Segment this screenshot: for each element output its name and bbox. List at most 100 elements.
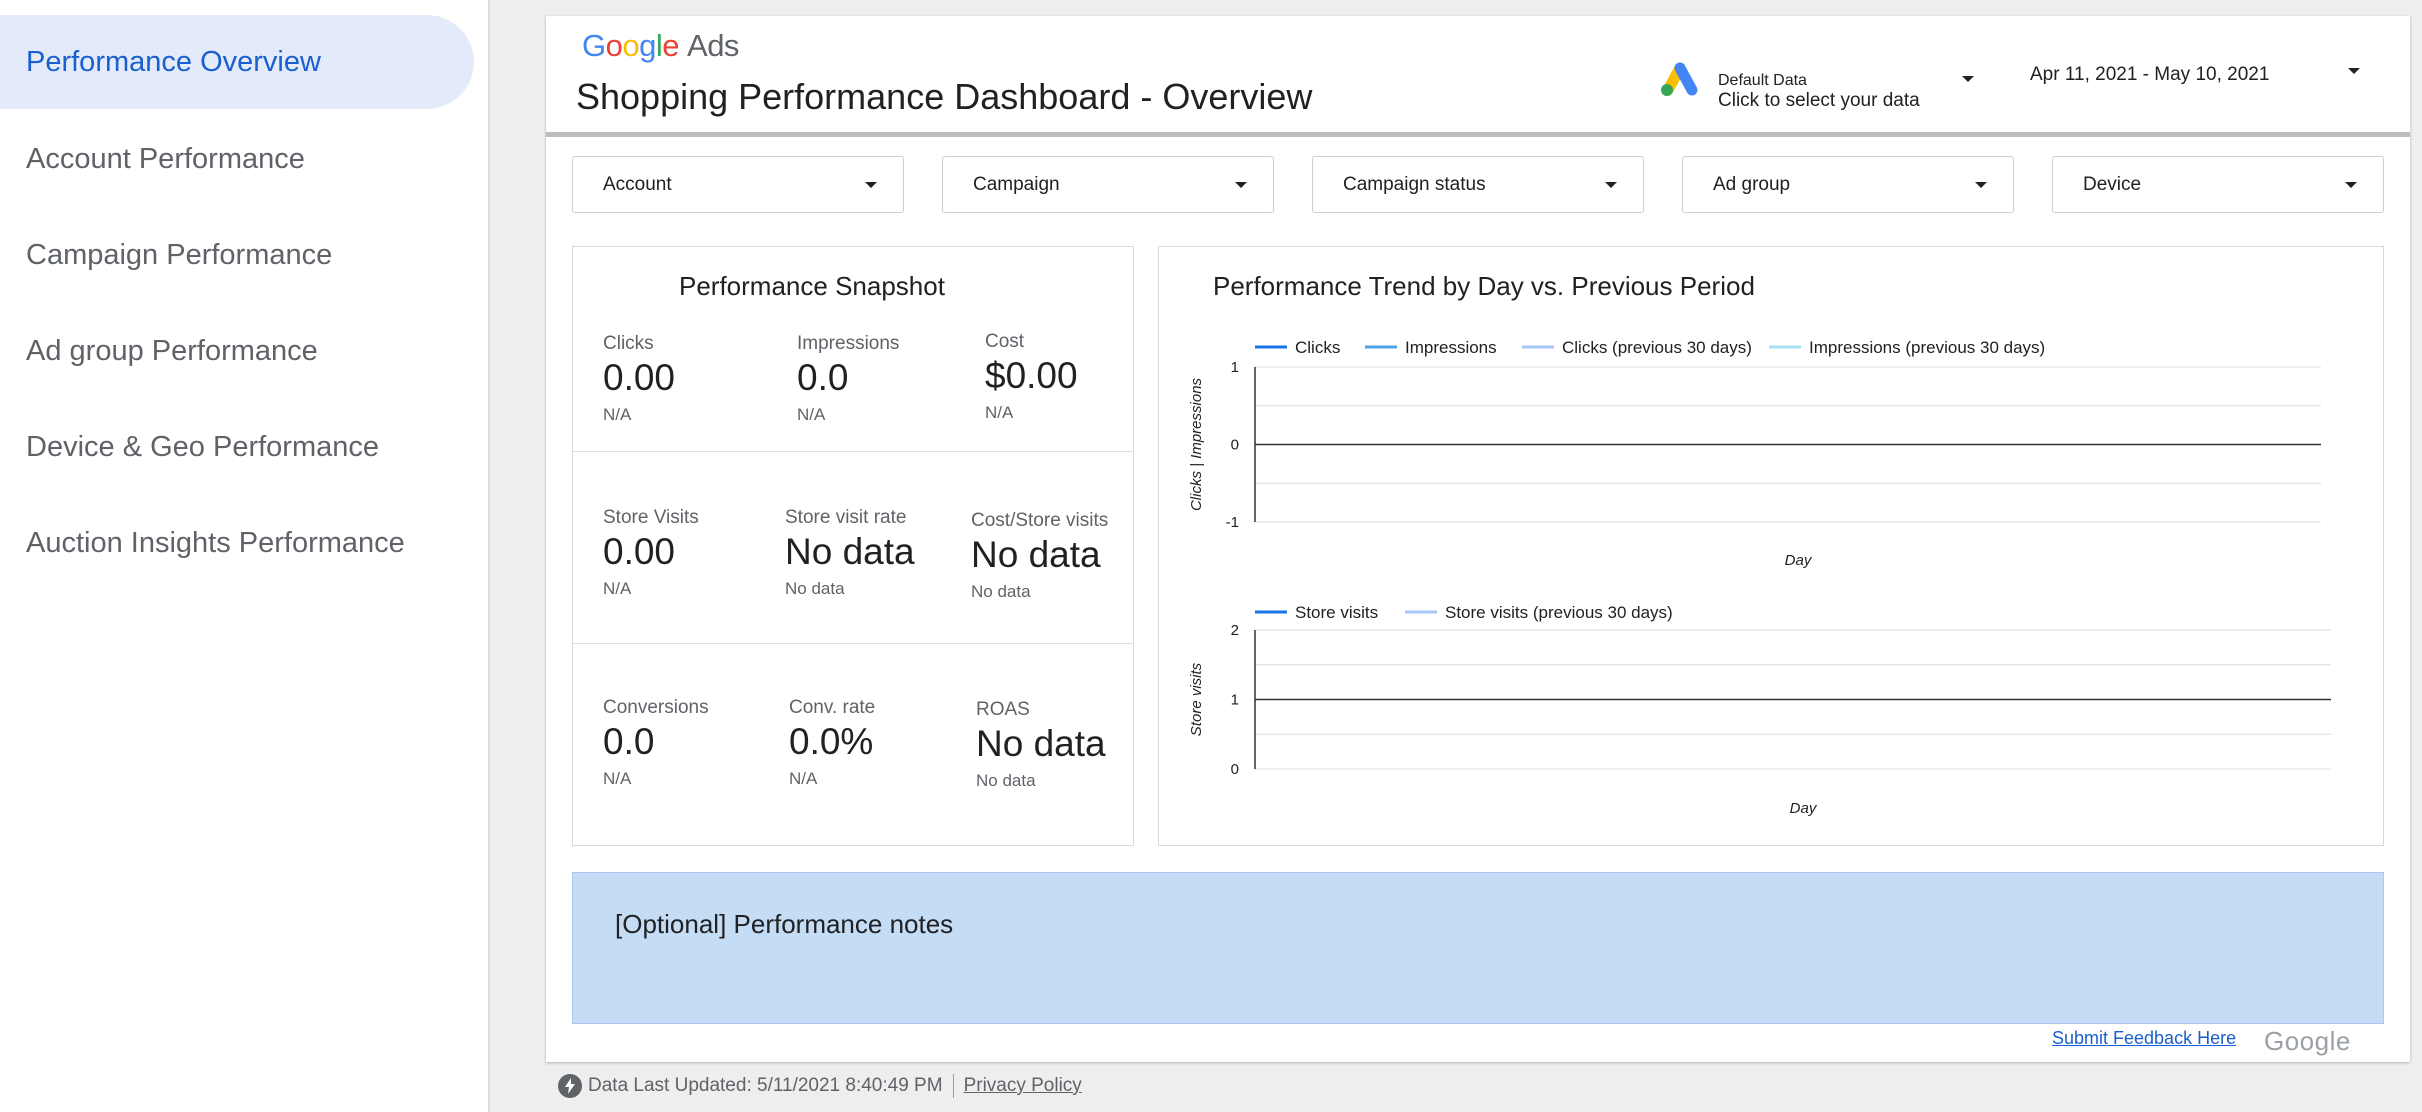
kpi-value: No data (971, 534, 1101, 575)
logo-letter: g (639, 28, 656, 63)
logo-letter: o (622, 28, 640, 63)
y-axis-label: Store visits (1188, 662, 1205, 736)
sidebar-item-account-performance[interactable]: Account Performance (26, 142, 305, 175)
kpi-store-visit-rate: Store visit rate No data No data (785, 507, 915, 599)
privacy-policy-link[interactable]: Privacy Policy (963, 1075, 1082, 1096)
kpi-cost: Cost $0.00 N/A (985, 331, 1078, 423)
sidebar-item-campaign-performance[interactable]: Campaign Performance (26, 238, 333, 271)
page-title: Shopping Performance Dashboard - Overvie… (576, 76, 1313, 117)
logo-letter: G (582, 28, 606, 63)
kpi-value: 0.00 (603, 357, 676, 398)
sidebar-item-device-geo-performance[interactable]: Device & Geo Performance (26, 430, 379, 463)
filter-campaign[interactable]: Campaign (942, 156, 1274, 213)
kpi-comparison: N/A (603, 405, 632, 424)
logo-ads-text: Ads (687, 28, 739, 63)
logo-letter: o (605, 28, 623, 63)
kpi-value: No data (785, 531, 915, 572)
y-tick-label: 2 (1231, 622, 1239, 639)
y-tick-label: 1 (1231, 359, 1239, 376)
legend-label: Impressions (previous 30 days) (1809, 338, 2045, 357)
kpi-value: 0.0 (797, 357, 849, 398)
performance-notes-box[interactable]: [Optional] Performance notes (572, 872, 2384, 1024)
y-tick-label: 0 (1231, 437, 1239, 454)
trend-charts: Clicks Impressions Clicks (previous 30 day… (1188, 338, 2331, 817)
legend-label: Store visits (1295, 603, 1378, 622)
data-source-label: Default Data (1718, 72, 1807, 89)
legend-label: Clicks (previous 30 days) (1562, 338, 1752, 357)
kpi-label: ROAS (976, 699, 1030, 720)
date-range-picker[interactable]: Apr 11, 2021 - May 10, 2021 (2030, 58, 2370, 98)
y-axis-label: Clicks | Impressions (1188, 377, 1205, 511)
google-ads-logo-icon (1661, 62, 1698, 96)
filter-ad-group[interactable]: Ad group (1682, 156, 2014, 213)
submit-feedback-link[interactable]: Submit Feedback Here (2052, 1028, 2237, 1048)
chevron-down-icon (865, 182, 877, 188)
kpi-value: 0.0% (789, 721, 874, 762)
x-axis-label: Day (1785, 552, 1813, 569)
chevron-down-icon (1962, 76, 1974, 82)
data-source-selector[interactable]: Default Data Click to select your data (1656, 48, 1986, 118)
snapshot-divider (573, 451, 1133, 452)
kpi-label: Conversions (603, 697, 709, 718)
kpi-comparison: No data (971, 582, 1031, 601)
filter-campaign-status[interactable]: Campaign status (1312, 156, 1644, 213)
snapshot-title: Performance Snapshot (679, 271, 945, 301)
y-tick-label: 0 (1231, 761, 1239, 778)
chevron-down-icon (1975, 182, 1987, 188)
kpi-label: Clicks (603, 333, 654, 354)
kpi-comparison: N/A (797, 405, 826, 424)
header-divider (546, 132, 2410, 137)
kpi-value: $0.00 (985, 355, 1078, 396)
performance-snapshot-panel: Performance Snapshot Clicks 0.00 N/A Imp… (572, 246, 1134, 846)
legend-label: Store visits (previous 30 days) (1445, 603, 1673, 622)
kpi-comparison: N/A (603, 579, 632, 598)
kpi-label: Cost/Store visits (971, 510, 1109, 531)
filter-label: Device (2083, 173, 2142, 195)
sidebar-item-auction-insights-performance[interactable]: Auction Insights Performance (26, 526, 405, 559)
kpi-store-visits: Store Visits 0.00 N/A (603, 507, 699, 599)
kpi-comparison: N/A (789, 769, 818, 788)
notes-text: [Optional] Performance notes (615, 909, 954, 939)
sidebar-item-performance-overview[interactable]: Performance Overview (0, 15, 474, 109)
kpi-comparison: No data (976, 771, 1036, 790)
x-axis-label: Day (1790, 800, 1818, 817)
kpi-comparison: N/A (603, 769, 632, 788)
kpi-label: Impressions (797, 333, 900, 354)
trend-title: Performance Trend by Day vs. Previous Pe… (1213, 271, 1755, 301)
chevron-down-icon (1605, 182, 1617, 188)
y-tick-label: -1 (1226, 514, 1239, 531)
sidebar: Performance Overview Account Performance… (0, 0, 490, 1112)
kpi-label: Store visit rate (785, 507, 907, 528)
footer-separator (952, 1074, 954, 1098)
chevron-down-icon (2345, 182, 2357, 188)
filter-label: Campaign status (1343, 173, 1486, 195)
kpi-cost-per-store-visit: Cost/Store visits No data No data (971, 510, 1108, 602)
google-logo: Google (2264, 1026, 2351, 1056)
kpi-conversions: Conversions 0.0 N/A (603, 697, 709, 789)
date-range-text: Apr 11, 2021 - May 10, 2021 (2030, 64, 2270, 85)
kpi-impressions: Impressions 0.0 N/A (797, 333, 899, 425)
data-last-updated: Data Last Updated: 5/11/2021 8:40:49 PM (588, 1075, 943, 1096)
legend-label: Clicks (1295, 338, 1340, 357)
filter-device[interactable]: Device (2052, 156, 2384, 213)
report-footer: Data Last Updated: 5/11/2021 8:40:49 PM … (558, 1074, 1082, 1098)
data-source-hint: Click to select your data (1718, 90, 1920, 111)
filter-label: Campaign (973, 173, 1060, 195)
sidebar-item-ad-group-performance[interactable]: Ad group Performance (26, 334, 318, 367)
kpi-value: 0.0 (603, 721, 655, 762)
kpi-value: No data (976, 723, 1106, 764)
kpi-roas: ROAS No data No data (976, 699, 1106, 791)
logo-letter: l (655, 28, 663, 63)
kpi-clicks: Clicks 0.00 N/A (603, 333, 675, 425)
filter-account[interactable]: Account (572, 156, 904, 213)
chevron-down-icon (2348, 68, 2360, 74)
kpi-label: Conv. rate (789, 697, 876, 718)
chevron-down-icon (1235, 182, 1247, 188)
kpi-comparison: No data (785, 579, 845, 598)
filter-label: Account (603, 173, 672, 195)
filter-label: Ad group (1713, 173, 1791, 195)
logo-letter: e (662, 28, 680, 63)
kpi-label: Cost (985, 331, 1025, 352)
y-tick-label: 1 (1231, 692, 1239, 709)
